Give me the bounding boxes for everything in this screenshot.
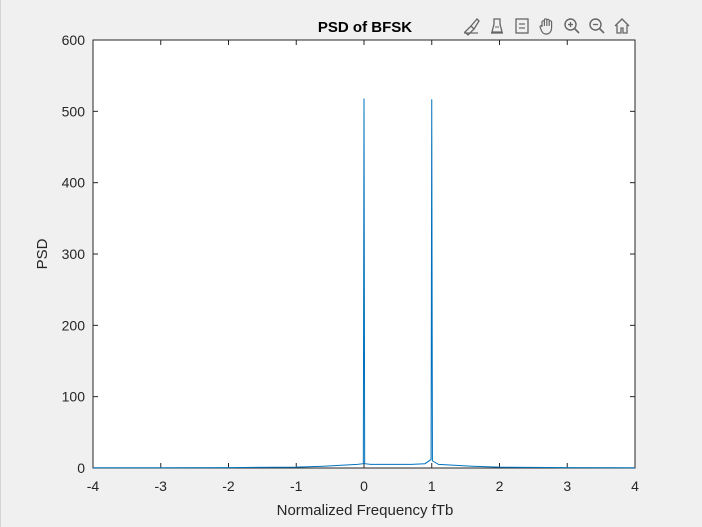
brush-data-icon [464,18,480,36]
pan-icon [539,18,553,35]
zoom-out-button[interactable] [585,14,609,38]
x-tick-label: 1 [428,478,436,494]
brush-data-button[interactable] [460,14,484,38]
chart-title: PSD of BFSK [318,19,412,36]
zoom-out-icon [589,18,605,34]
tick-labels: -4 -3 -2 -1 0 1 2 3 4 0 100 200 300 400 500 600 [62,32,639,494]
y-tick-label: 400 [62,175,86,191]
x-tick-label: -2 [222,478,235,494]
psd-series-line [92,98,636,469]
x-tick-label: 4 [631,478,639,494]
zoom-in-button[interactable] [560,14,584,38]
x-axis-title: Normalized Frequency fTb [277,502,454,519]
restore-view-icon [614,18,630,34]
y-axis-title: PSD [34,238,51,269]
y-tick-label: 600 [62,32,86,48]
data-tips-icon [491,18,503,34]
y-tick-label: 0 [77,460,85,476]
y-tick-label: 300 [62,246,86,262]
x-tick-label: -1 [290,478,303,494]
x-tick-label: -3 [155,478,168,494]
x-tick-label: -4 [87,478,100,494]
legend-icon [515,18,529,34]
x-tick-label: 3 [563,478,571,494]
restore-view-button[interactable] [610,14,634,38]
zoom-in-icon [564,18,580,34]
x-tick-label: 0 [360,478,368,494]
y-tick-label: 200 [62,317,86,333]
y-tick-label: 500 [62,103,86,119]
axes-toolbar [460,13,634,39]
y-tick-label: 100 [62,389,86,405]
legend-button[interactable] [510,14,534,38]
pan-button[interactable] [535,14,559,38]
data-tips-button[interactable] [485,14,509,38]
x-tick-label: 2 [496,478,504,494]
